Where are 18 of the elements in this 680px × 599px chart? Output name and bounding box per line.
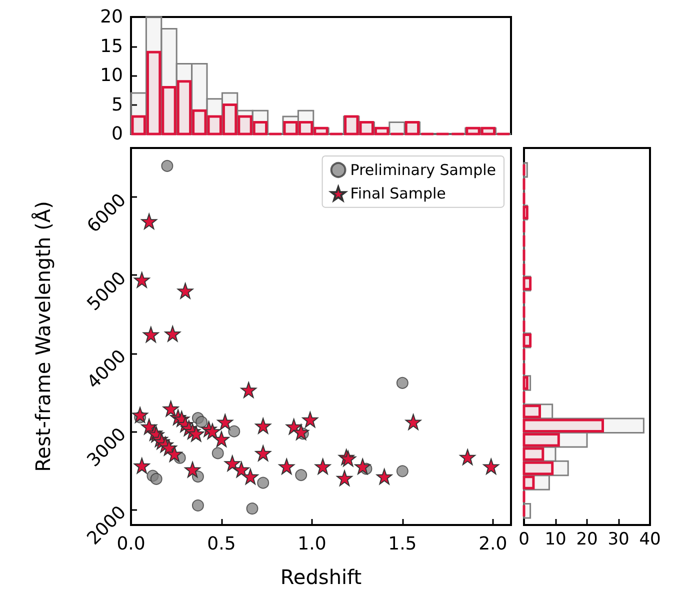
x-tick-label: 2.0 (478, 534, 508, 554)
y-axis-title: Rest-frame Wavelength (Å) (31, 201, 55, 472)
y-tick-label: 5 (112, 94, 123, 116)
y-tick-label: 0 (112, 124, 123, 144)
x-tick-label: 30 (608, 530, 630, 550)
y-tick-label: 20 (100, 6, 123, 28)
y-tick-label: 15 (100, 36, 123, 57)
x-tick-label: 40 (639, 530, 661, 550)
x-tick-label: 0.5 (207, 534, 236, 554)
x-tick-label: 0 (518, 530, 530, 550)
legend-label: Final Sample (350, 184, 446, 203)
x-tick-label: 1.5 (388, 534, 417, 554)
y-tick-label: 10 (100, 65, 123, 86)
x-tick-label: 20 (576, 530, 598, 550)
x-axis-title: Redshift (280, 565, 362, 589)
legend-label: Preliminary Sample (350, 161, 496, 179)
x-tick-label: 1.0 (298, 534, 326, 554)
x-tick-label: 10 (544, 530, 566, 550)
